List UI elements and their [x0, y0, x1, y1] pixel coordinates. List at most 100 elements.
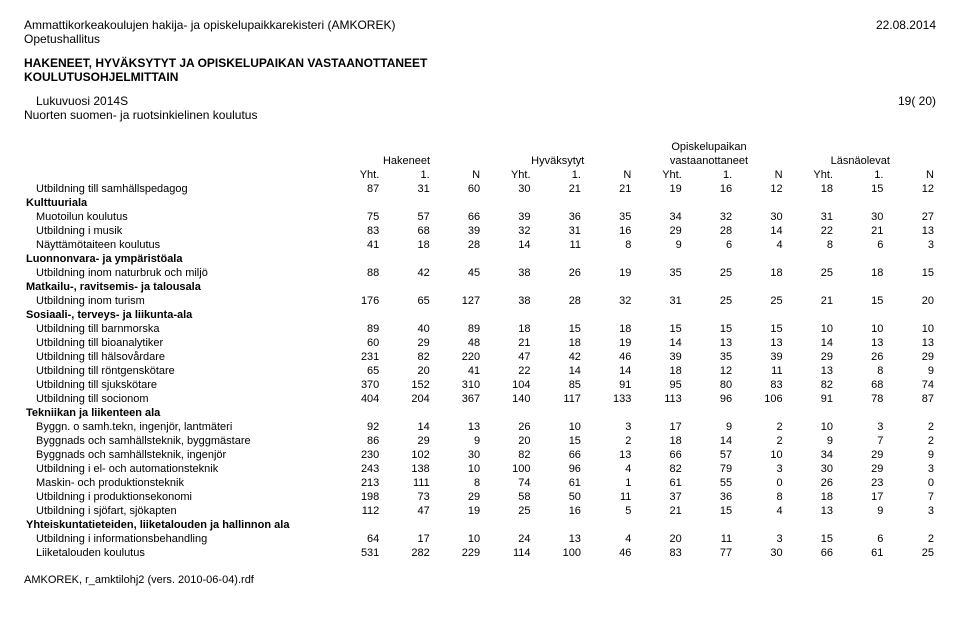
- table-row: Utbildning till röntgenskötare6520412214…: [24, 364, 936, 378]
- num-cell: 18: [633, 434, 683, 448]
- num-cell: 2: [734, 420, 784, 434]
- num-cell: 34: [633, 210, 683, 224]
- num-cell: 23: [835, 476, 885, 490]
- row-label: Utbildning i musik: [24, 224, 331, 238]
- num-cell: 8: [835, 364, 885, 378]
- num-cell: 17: [381, 532, 431, 546]
- num-cell: 29: [785, 350, 835, 364]
- num-cell: 404: [331, 392, 381, 406]
- num-cell: 7: [835, 434, 885, 448]
- num-cell: 102: [381, 448, 431, 462]
- sub-header-row: Yht. 1. N Yht. 1. N Yht. 1. N Yht. 1. N: [24, 168, 936, 182]
- num-cell: 231: [331, 350, 381, 364]
- row-label: Utbildning till barnmorska: [24, 322, 331, 336]
- num-cell: 31: [381, 182, 431, 196]
- num-cell: 32: [583, 294, 633, 308]
- num-cell: 16: [583, 224, 633, 238]
- row-label: Byggnads och samhällsteknik, ingenjör: [24, 448, 331, 462]
- num-cell: 39: [734, 350, 784, 364]
- num-cell: 66: [432, 210, 482, 224]
- num-cell: 61: [633, 476, 683, 490]
- num-cell: 20: [633, 532, 683, 546]
- num-cell: 20: [482, 434, 532, 448]
- num-cell: 16: [533, 504, 583, 518]
- num-cell: 3: [885, 238, 936, 252]
- category-row: Sosiaali-, terveys- ja liikunta-ala: [24, 308, 936, 322]
- num-cell: 2: [734, 434, 784, 448]
- num-cell: 9: [885, 448, 936, 462]
- num-cell: 3: [885, 504, 936, 518]
- num-cell: 13: [583, 448, 633, 462]
- num-cell: 140: [482, 392, 532, 406]
- num-cell: 21: [482, 336, 532, 350]
- num-cell: 29: [381, 434, 431, 448]
- num-cell: 25: [684, 294, 734, 308]
- num-cell: 25: [482, 504, 532, 518]
- num-cell: 14: [684, 434, 734, 448]
- num-cell: 152: [381, 378, 431, 392]
- num-cell: 10: [785, 322, 835, 336]
- num-cell: 21: [835, 224, 885, 238]
- num-cell: 96: [533, 462, 583, 476]
- num-cell: 243: [331, 462, 381, 476]
- category-row: Yhteiskuntatieteiden, liiketalouden ja h…: [24, 518, 936, 532]
- category-row: Kulttuuriala: [24, 196, 936, 210]
- num-cell: 0: [885, 476, 936, 490]
- num-cell: 2: [885, 532, 936, 546]
- table-row: Utbildning i musik8368393231162928142221…: [24, 224, 936, 238]
- num-cell: 230: [331, 448, 381, 462]
- subhead-cell: N: [885, 168, 936, 182]
- subhead-cell: Yht.: [482, 168, 532, 182]
- num-cell: 14: [533, 364, 583, 378]
- num-cell: 6: [684, 238, 734, 252]
- num-cell: 25: [885, 546, 936, 560]
- num-cell: 18: [734, 266, 784, 280]
- num-cell: 20: [885, 294, 936, 308]
- num-cell: 220: [432, 350, 482, 364]
- num-cell: 9: [633, 238, 683, 252]
- num-cell: 100: [533, 546, 583, 560]
- num-cell: 19: [583, 336, 633, 350]
- subhead-cell: 1.: [381, 168, 431, 182]
- col-group-opiskelupaikan-a: Opiskelupaikan: [633, 140, 784, 154]
- num-cell: 3: [885, 462, 936, 476]
- footer-line: AMKOREK, r_amktilohj2 (vers. 2010-06-04)…: [24, 574, 936, 586]
- row-label: Byggnads och samhällsteknik, byggmästare: [24, 434, 331, 448]
- num-cell: 20: [381, 364, 431, 378]
- num-cell: 9: [885, 364, 936, 378]
- num-cell: 4: [583, 532, 633, 546]
- subhead-cell: Yht.: [785, 168, 835, 182]
- num-cell: 11: [533, 238, 583, 252]
- category-row: Matkailu-, ravitsemis- ja talousala: [24, 280, 936, 294]
- num-cell: 104: [482, 378, 532, 392]
- row-label: Utbildning till samhällspedagog: [24, 182, 331, 196]
- num-cell: 30: [482, 182, 532, 196]
- num-cell: 87: [331, 182, 381, 196]
- row-label: Utbildning till hälsovårdare: [24, 350, 331, 364]
- num-cell: 30: [734, 546, 784, 560]
- table-row: Byggnads och samhällsteknik, byggmästare…: [24, 434, 936, 448]
- num-cell: 14: [734, 224, 784, 238]
- num-cell: 19: [432, 504, 482, 518]
- num-cell: 66: [785, 546, 835, 560]
- table-body: Utbildning till samhällspedagog873160302…: [24, 182, 936, 560]
- num-cell: 28: [533, 294, 583, 308]
- num-cell: 30: [835, 210, 885, 224]
- num-cell: 18: [583, 322, 633, 336]
- num-cell: 82: [482, 448, 532, 462]
- num-cell: 15: [633, 322, 683, 336]
- num-cell: 531: [331, 546, 381, 560]
- row-label: Utbildning i produktionsekonomi: [24, 490, 331, 504]
- num-cell: 12: [885, 182, 936, 196]
- num-cell: 4: [583, 462, 633, 476]
- num-cell: 4: [734, 504, 784, 518]
- num-cell: 117: [533, 392, 583, 406]
- row-label: Utbildning i sjöfart, sjökapten: [24, 504, 331, 518]
- num-cell: 27: [885, 210, 936, 224]
- lukuvuosi: Lukuvuosi 2014S: [24, 94, 128, 108]
- num-cell: 13: [432, 420, 482, 434]
- num-cell: 42: [533, 350, 583, 364]
- num-cell: 87: [885, 392, 936, 406]
- org-name: Opetushallitus: [24, 32, 395, 46]
- num-cell: 39: [482, 210, 532, 224]
